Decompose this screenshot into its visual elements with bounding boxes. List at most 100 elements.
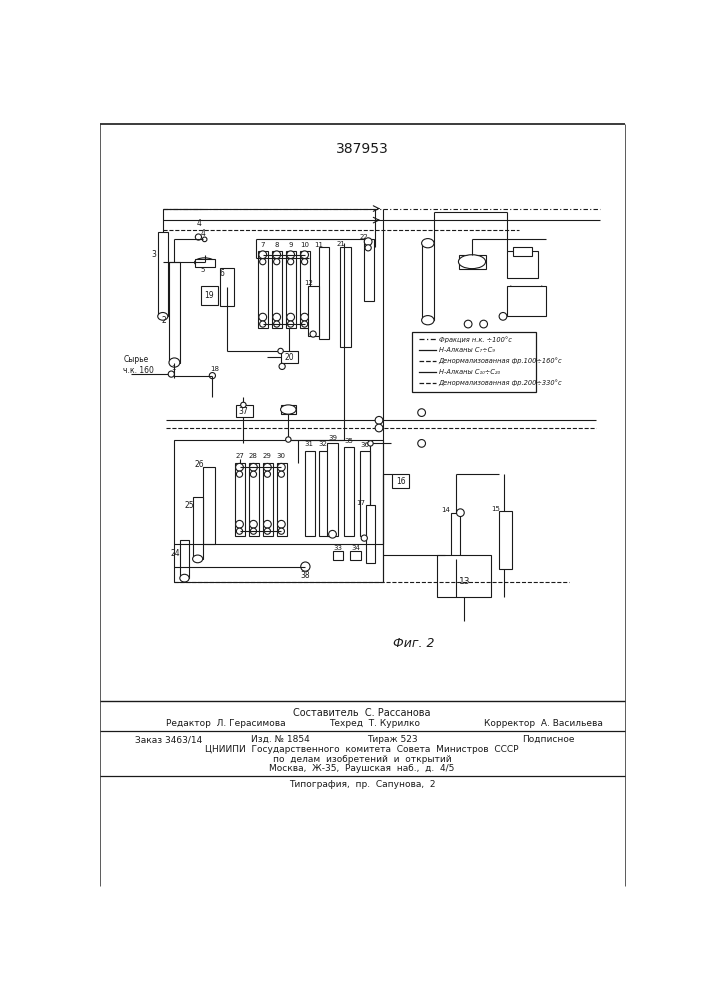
Circle shape	[310, 331, 316, 337]
Ellipse shape	[158, 312, 168, 320]
Circle shape	[277, 463, 285, 471]
Circle shape	[259, 313, 267, 321]
Text: 25: 25	[185, 500, 194, 510]
Circle shape	[209, 373, 216, 379]
Text: 21: 21	[337, 241, 346, 247]
Bar	[263, 463, 273, 536]
Bar	[174, 440, 383, 582]
Bar	[332, 551, 344, 560]
Bar	[412, 332, 537, 392]
Text: 18: 18	[210, 366, 219, 372]
Bar	[249, 463, 259, 536]
Circle shape	[375, 424, 383, 432]
Circle shape	[279, 528, 284, 534]
Bar	[319, 451, 329, 536]
Bar	[513, 247, 532, 256]
Bar	[344, 447, 354, 536]
Text: 17: 17	[356, 500, 366, 506]
Circle shape	[300, 313, 308, 321]
Text: ЦНИИПИ  Государственного  комитета  Совета  Министров  СССР: ЦНИИПИ Государственного комитета Совета …	[205, 745, 519, 754]
Ellipse shape	[281, 405, 296, 414]
Circle shape	[361, 535, 368, 541]
Text: 5: 5	[201, 267, 205, 273]
Text: 3: 3	[151, 250, 156, 259]
Text: 1: 1	[171, 365, 176, 371]
Bar	[499, 511, 512, 569]
Text: 16: 16	[396, 477, 406, 486]
Bar	[360, 451, 370, 536]
Text: 11: 11	[314, 242, 323, 248]
Bar	[203, 466, 215, 544]
Circle shape	[418, 440, 426, 447]
Ellipse shape	[192, 555, 203, 563]
Text: 28: 28	[249, 453, 258, 459]
Text: Тираж 523: Тираж 523	[368, 735, 418, 744]
Circle shape	[480, 320, 488, 328]
Text: по  делам  изобретений  и  открытий: по делам изобретений и открытий	[273, 755, 451, 764]
Circle shape	[250, 471, 257, 477]
Bar	[220, 268, 234, 306]
Bar	[169, 262, 180, 363]
Circle shape	[273, 251, 281, 259]
Circle shape	[287, 313, 295, 321]
Text: 31: 31	[305, 441, 314, 447]
Text: Типография,  пр.  Сапунова,  2: Типография, пр. Сапунова, 2	[288, 780, 436, 789]
Bar	[392, 474, 409, 488]
Bar	[308, 286, 319, 336]
Circle shape	[235, 463, 243, 471]
Circle shape	[279, 363, 285, 369]
Text: 12: 12	[304, 280, 313, 286]
Text: 38: 38	[300, 571, 310, 580]
Bar	[281, 351, 298, 363]
Text: 39: 39	[328, 435, 337, 441]
Circle shape	[364, 238, 372, 246]
Circle shape	[287, 251, 295, 259]
Bar	[319, 247, 329, 339]
Bar	[235, 405, 252, 417]
Ellipse shape	[194, 258, 215, 267]
Bar	[451, 513, 460, 559]
Text: 30: 30	[277, 453, 286, 459]
Circle shape	[264, 463, 271, 471]
Text: 29: 29	[263, 453, 271, 459]
Text: 34: 34	[351, 545, 360, 551]
Text: 20: 20	[284, 353, 294, 362]
Text: Сырье
ч.к. 160: Сырье ч.к. 160	[123, 355, 154, 375]
Circle shape	[368, 441, 373, 446]
Text: 32: 32	[319, 441, 327, 447]
Text: Москва,  Ж-35,  Раушская  наб.,  д.  4/5: Москва, Ж-35, Раушская наб., д. 4/5	[269, 764, 455, 773]
Circle shape	[301, 321, 308, 327]
Text: 26: 26	[194, 460, 204, 469]
Bar	[340, 247, 351, 347]
Bar	[272, 251, 282, 328]
Text: Н-Алканы C₁₀÷C₂₀: Н-Алканы C₁₀÷C₂₀	[438, 369, 500, 375]
Text: Денормализованная фр.100÷160°с: Денормализованная фр.100÷160°с	[438, 358, 562, 364]
Circle shape	[273, 313, 281, 321]
Text: 15: 15	[491, 506, 501, 512]
Circle shape	[168, 371, 175, 377]
Circle shape	[418, 409, 426, 416]
Text: 22: 22	[360, 234, 368, 240]
Bar	[305, 451, 315, 536]
Ellipse shape	[458, 255, 486, 269]
Text: 9: 9	[288, 242, 293, 248]
Circle shape	[259, 251, 267, 259]
Text: Фракция н.к. ÷100°с: Фракция н.к. ÷100°с	[438, 336, 512, 343]
Ellipse shape	[169, 358, 180, 367]
Circle shape	[250, 520, 257, 528]
Circle shape	[457, 509, 464, 517]
Text: Подписное: Подписное	[522, 735, 575, 744]
Circle shape	[288, 321, 293, 327]
Circle shape	[278, 348, 284, 354]
Circle shape	[259, 321, 266, 327]
Text: Составитель  С. Рассанова: Составитель С. Рассанова	[293, 708, 431, 718]
Text: 387953: 387953	[336, 142, 388, 156]
Ellipse shape	[421, 239, 434, 248]
Circle shape	[274, 321, 280, 327]
Text: Корректор  А. Васильева: Корректор А. Васильева	[484, 719, 602, 728]
Text: 33: 33	[334, 545, 342, 551]
Bar	[286, 251, 296, 328]
Circle shape	[264, 528, 271, 534]
Text: 4: 4	[197, 219, 201, 228]
Circle shape	[286, 437, 291, 442]
